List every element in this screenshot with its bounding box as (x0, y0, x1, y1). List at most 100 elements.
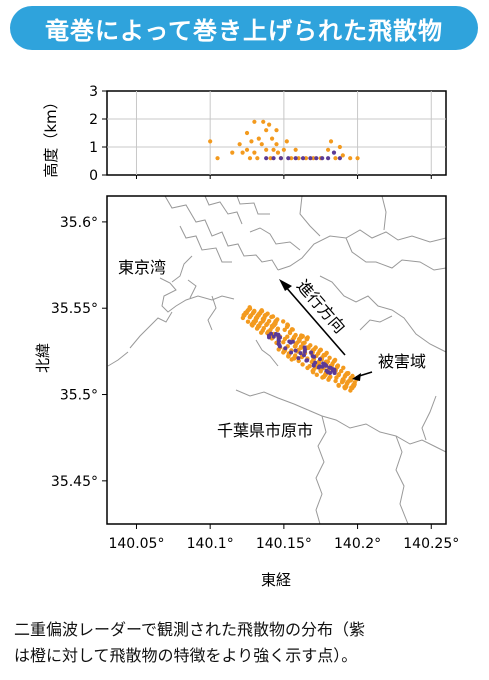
direction-arrow (279, 279, 346, 356)
map-xtick-label: 140.05° (108, 536, 164, 552)
altitude-point (325, 147, 331, 152)
altitude-point (320, 156, 325, 161)
map-point (297, 336, 302, 342)
altitude-point (256, 136, 261, 141)
altitude-point (247, 156, 253, 161)
map-ytick-label: 35.6° (60, 215, 98, 231)
altitude-point (293, 156, 298, 161)
altitude-point (237, 142, 242, 147)
altitude-point (337, 156, 342, 161)
altitude-point (278, 156, 284, 161)
map-point (281, 350, 286, 355)
map-frame (106, 195, 447, 525)
map-point (283, 346, 288, 351)
altitude-point (264, 147, 269, 152)
map-lines (107, 195, 447, 525)
map-point (300, 362, 305, 367)
map-point (296, 356, 301, 361)
altitude-point (300, 156, 306, 161)
map-point (289, 327, 295, 332)
altitude-point (215, 156, 220, 161)
map-point (282, 327, 287, 332)
map-point (257, 311, 262, 317)
map-point (305, 335, 310, 340)
map-point (309, 350, 314, 355)
map-point (266, 318, 272, 324)
altitude-point (255, 156, 260, 161)
chart-figure: 0 1 2 3 高度（km） (34, 84, 459, 589)
map-point (331, 359, 337, 364)
map-point (335, 363, 341, 368)
altitude-point (331, 150, 337, 155)
map-point (336, 382, 341, 388)
map-point (292, 344, 298, 349)
map-point (324, 363, 329, 368)
map-point (324, 368, 329, 373)
map-point (341, 377, 346, 383)
altitude-point (244, 147, 250, 152)
altitude-ytick-label: 3 (89, 84, 98, 100)
map-point (320, 364, 325, 369)
altitude-point (355, 156, 360, 161)
altitude-point (244, 130, 250, 136)
map-point (269, 314, 274, 320)
map-point (310, 368, 315, 374)
altitude-point (249, 139, 254, 144)
map-point (275, 326, 281, 331)
map-point (328, 374, 333, 379)
map-point (304, 358, 309, 363)
map-point (293, 348, 298, 353)
map-point (330, 368, 335, 373)
map-point (244, 310, 249, 316)
map-point (348, 388, 353, 393)
map-ytick-label: 35.45° (51, 474, 98, 490)
map-point (292, 334, 297, 340)
altitude-point (275, 150, 281, 155)
altitude-point (274, 128, 279, 133)
map-point (264, 322, 269, 328)
map-ylabel: 北緯 (34, 343, 52, 373)
map-point (282, 336, 288, 342)
altitude-point (293, 147, 298, 152)
altitude-panel: 0 1 2 3 高度（km） (42, 84, 447, 184)
map-point (276, 338, 281, 343)
map-point (327, 355, 332, 360)
page-title: 竜巻によって巻き上げられた飛散物 (44, 16, 444, 45)
map-point (245, 319, 251, 324)
altitude-frame (106, 90, 447, 176)
map-panel: 東京湾 千葉県市原市 進行方向 被害域 140.05° 140.1° 140.15°… (34, 175, 459, 589)
altitude-point (268, 156, 273, 161)
altitude-point (337, 144, 342, 150)
map-point (286, 353, 291, 358)
altitude-point (240, 150, 245, 155)
map-point (289, 357, 294, 362)
altitude-point (252, 150, 257, 155)
map-point (281, 340, 286, 345)
title-banner: 竜巻によって巻き上げられた飛散物 (10, 6, 478, 50)
map-point (339, 368, 344, 374)
altitude-point (259, 142, 264, 147)
altitude-point (267, 122, 272, 127)
map-point (334, 375, 339, 380)
map-point (341, 365, 346, 370)
label-ichihara: 千葉県市原市 (217, 421, 313, 440)
map-point (261, 316, 267, 321)
altitude-point (271, 147, 276, 152)
map-point (263, 312, 268, 318)
map-xtick-label: 140.15° (256, 536, 312, 552)
map-point (268, 327, 273, 333)
map-point (298, 351, 303, 356)
altitude-point (296, 156, 301, 161)
map-point (289, 350, 294, 355)
map-point (247, 306, 252, 311)
altitude-point (281, 147, 286, 152)
altitude-point (303, 156, 309, 161)
map-point (348, 377, 354, 382)
map-point (333, 378, 338, 384)
altitude-point (348, 156, 353, 161)
map-point (302, 353, 306, 358)
map-xtick-label: 140.2° (334, 536, 381, 552)
map-point (300, 341, 306, 346)
altitude-point (264, 156, 269, 161)
altitude-ytick-label: 1 (89, 140, 98, 156)
